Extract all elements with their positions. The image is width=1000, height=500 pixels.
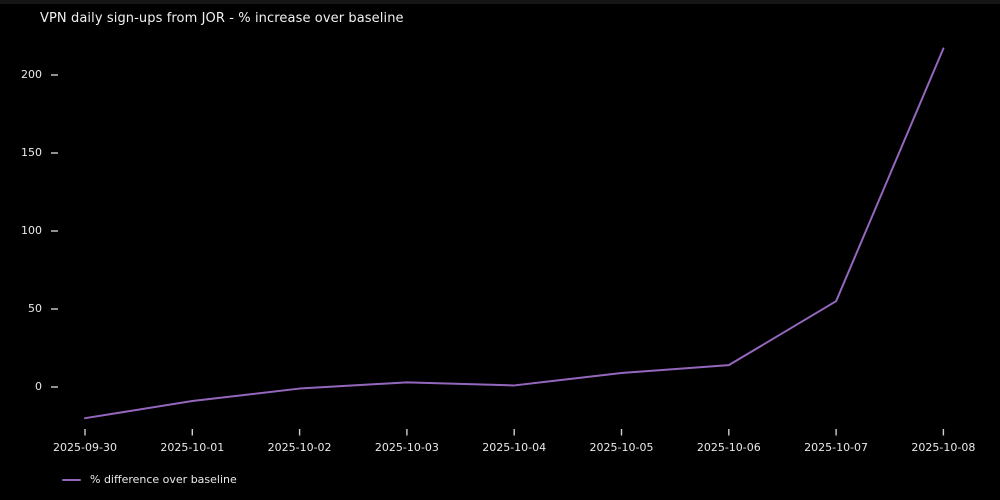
x-tick-label: 2025-09-30 bbox=[53, 441, 117, 454]
legend: % difference over baseline bbox=[62, 472, 237, 488]
x-tick-label: 2025-10-04 bbox=[482, 441, 547, 454]
x-tick-label: 2025-10-03 bbox=[374, 441, 439, 454]
y-tick-label: 200 bbox=[21, 68, 42, 81]
x-tick-label: 2025-10-06 bbox=[696, 441, 761, 454]
y-tick-label: 150 bbox=[21, 146, 42, 159]
x-tick-label: 2025-10-01 bbox=[160, 441, 225, 454]
chart-title: VPN daily sign-ups from JOR - % increase… bbox=[40, 11, 404, 26]
legend-line-swatch bbox=[62, 478, 81, 482]
x-tick-label: 2025-10-08 bbox=[911, 441, 976, 454]
x-tick-label: 2025-10-02 bbox=[267, 441, 332, 454]
x-tick-label: 2025-10-05 bbox=[589, 441, 654, 454]
y-tick-label: 100 bbox=[21, 224, 42, 237]
window-top-edge bbox=[0, 0, 1000, 4]
legend-label: % difference over baseline bbox=[90, 473, 237, 486]
x-tick-label: 2025-10-07 bbox=[804, 441, 869, 454]
y-tick-label: 0 bbox=[35, 380, 42, 393]
data-series-line bbox=[84, 47, 945, 420]
y-tick-label: 50 bbox=[28, 302, 42, 315]
